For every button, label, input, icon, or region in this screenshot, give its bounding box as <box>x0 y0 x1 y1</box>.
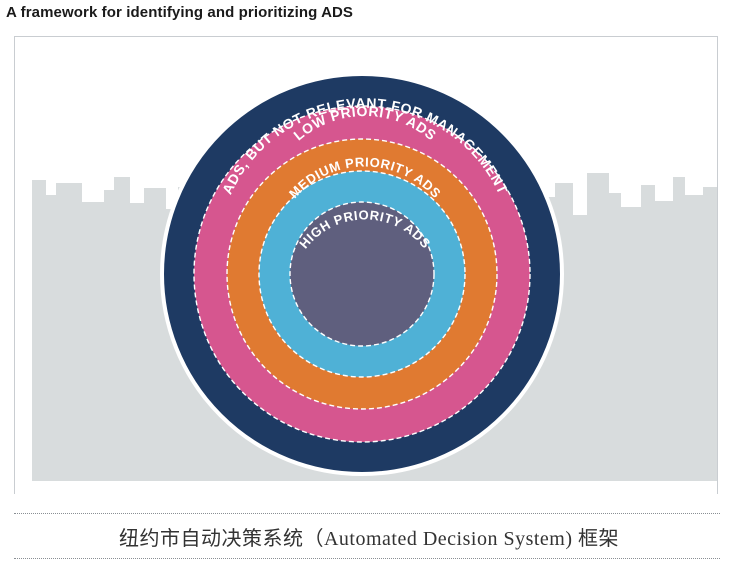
ring-high-priority <box>290 202 434 346</box>
figure-frame: COMPUTERIZED SYSTEMS ADS, BUT NOT RELEVA… <box>14 36 718 494</box>
figure-caption: 纽约市自动决策系统（Automated Decision System) 框架 <box>118 528 620 550</box>
figure-title: A framework for identifying and prioriti… <box>6 4 354 21</box>
ring-dashed-border <box>193 105 531 443</box>
caption-divider-top <box>14 513 720 514</box>
ring-dashed-border <box>289 201 435 347</box>
ring-dashed-border <box>226 138 498 410</box>
skyline-building <box>703 187 717 481</box>
ring-dashed-border <box>258 170 466 378</box>
caption-divider-bottom <box>14 558 720 559</box>
ads-framework-diagram: COMPUTERIZED SYSTEMS ADS, BUT NOT RELEVA… <box>32 37 717 481</box>
